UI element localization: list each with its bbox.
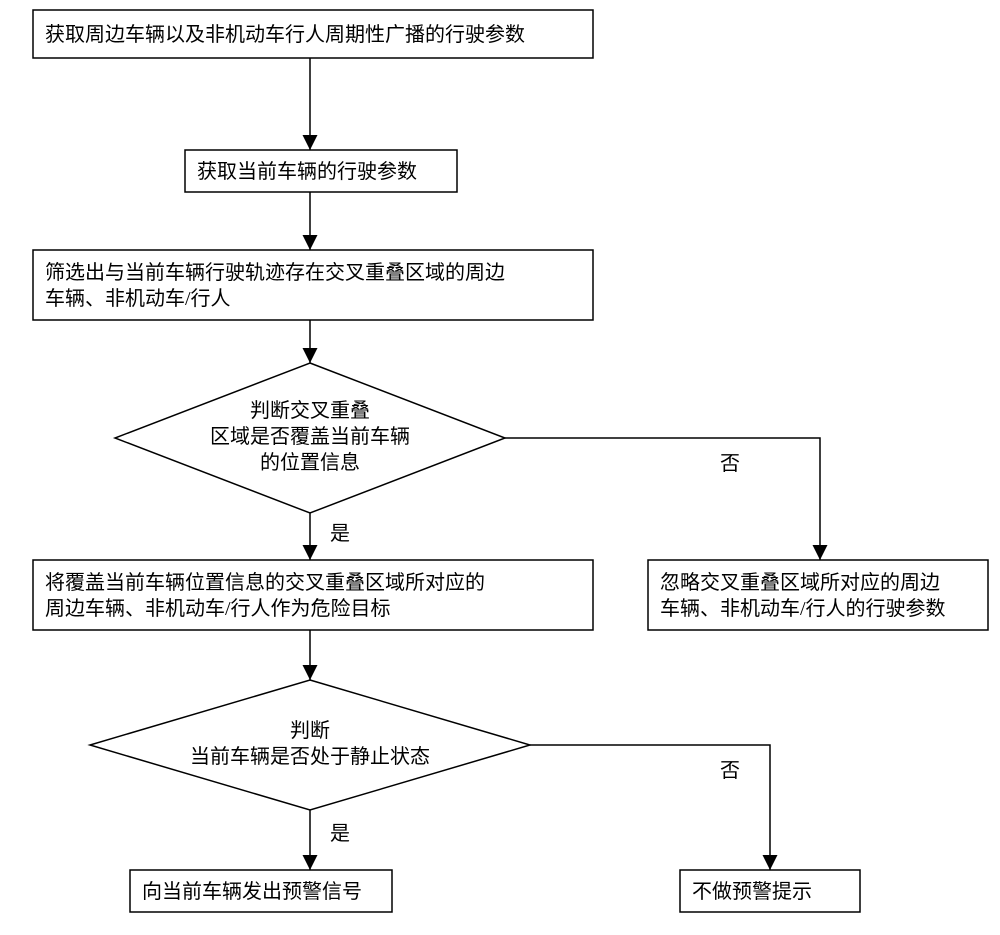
- node-n6: 向当前车辆发出预警信号: [130, 870, 392, 912]
- node-text: 将覆盖当前车辆位置信息的交叉重叠区域所对应的: [45, 571, 485, 594]
- edge-label: 否: [720, 453, 740, 475]
- node-text: 获取当前车辆的行驶参数: [197, 160, 417, 183]
- node-text: 筛选出与当前车辆行驶轨迹存在交叉重叠区域的周边: [45, 261, 505, 284]
- node-n7: 不做预警提示: [680, 870, 860, 912]
- edge-label: 是: [330, 523, 350, 545]
- node-d1: 判断交叉重叠区域是否覆盖当前车辆的位置信息: [115, 363, 505, 513]
- node-n2: 获取当前车辆的行驶参数: [185, 150, 457, 192]
- node-n4: 将覆盖当前车辆位置信息的交叉重叠区域所对应的周边车辆、非机动车/行人作为危险目标: [33, 560, 593, 630]
- node-text: 车辆、非机动车/行人: [45, 287, 231, 310]
- node-n5: 忽略交叉重叠区域所对应的周边车辆、非机动车/行人的行驶参数: [648, 560, 988, 630]
- edge-label: 是: [330, 823, 350, 845]
- node-n3: 筛选出与当前车辆行驶轨迹存在交叉重叠区域的周边车辆、非机动车/行人: [33, 250, 593, 320]
- node-n1: 获取周边车辆以及非机动车行人周期性广播的行驶参数: [33, 10, 593, 58]
- node-text: 当前车辆是否处于静止状态: [190, 745, 430, 768]
- flowchart-canvas: 获取周边车辆以及非机动车行人周期性广播的行驶参数获取当前车辆的行驶参数筛选出与当…: [0, 0, 1000, 935]
- edge-3: 是: [310, 513, 350, 560]
- node-text: 不做预警提示: [692, 880, 812, 903]
- edge-6: 是: [310, 810, 350, 870]
- edge-4: 否: [505, 438, 820, 560]
- node-text: 判断交叉重叠: [250, 399, 370, 422]
- node-d2: 判断当前车辆是否处于静止状态: [90, 680, 530, 810]
- node-text: 区域是否覆盖当前车辆: [210, 425, 410, 448]
- node-text: 车辆、非机动车/行人的行驶参数: [660, 597, 946, 620]
- edge-label: 否: [720, 760, 740, 782]
- node-text: 获取周边车辆以及非机动车行人周期性广播的行驶参数: [45, 23, 525, 46]
- node-text: 向当前车辆发出预警信号: [142, 880, 362, 903]
- node-text: 忽略交叉重叠区域所对应的周边: [660, 571, 940, 594]
- edge-7: 否: [530, 745, 770, 870]
- node-text: 的位置信息: [260, 451, 360, 474]
- node-text: 判断: [290, 719, 330, 742]
- node-text: 周边车辆、非机动车/行人作为危险目标: [45, 597, 391, 620]
